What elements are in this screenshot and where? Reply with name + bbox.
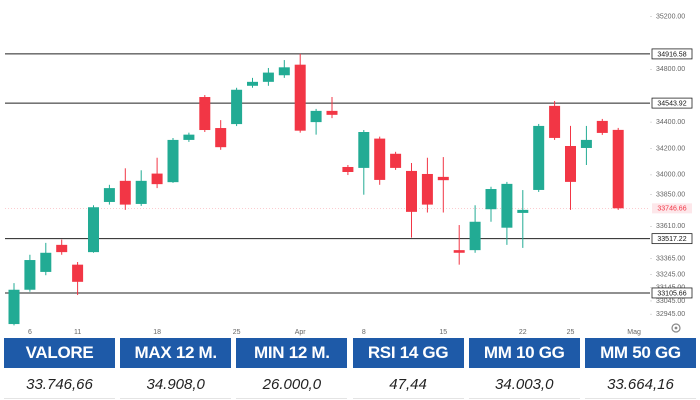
chart: 35200.00 34800.00 34400.00 34200.00 34000.00… — [5, 13, 693, 336]
x-tick-label: 25 — [233, 329, 241, 336]
candle-body — [406, 170, 417, 212]
level-label: 33517.22 — [657, 236, 686, 243]
value-cell: 26.000,0 — [236, 370, 348, 399]
candle-body — [294, 64, 306, 131]
candle-body — [56, 244, 68, 253]
header-cell: RSI 14 GG — [352, 338, 464, 368]
x-tick-label: 18 — [153, 329, 161, 336]
level-label-box — [651, 287, 693, 299]
value-cell: 33.664,16 — [584, 370, 696, 399]
settings-icon[interactable] — [671, 323, 681, 333]
value-cell: 33.746,66 — [4, 370, 115, 399]
header-cell: MM 10 GG — [468, 338, 580, 368]
candle-body — [501, 183, 513, 228]
candle-body — [40, 252, 52, 272]
candle-body — [199, 97, 211, 131]
header-cell: MAX 12 M. — [120, 338, 232, 368]
y-tick-label: 35200.00 — [656, 13, 685, 20]
level-label: 34916.58 — [657, 51, 686, 58]
candle-body — [453, 250, 465, 253]
candle-body — [533, 125, 545, 190]
candle-body — [119, 180, 131, 205]
candle-body — [310, 110, 322, 123]
level-label: 33105.66 — [657, 290, 686, 297]
x-tick-label: 8 — [362, 329, 366, 336]
last-price-label: 33746.66 — [657, 206, 686, 213]
candle-body — [72, 264, 84, 282]
level-label-box — [651, 48, 693, 60]
settings-icon-dot — [674, 326, 678, 330]
candle-body — [342, 166, 354, 172]
candle-body — [231, 89, 243, 125]
value-cell: 34.908,0 — [120, 370, 232, 399]
last-price-box — [652, 203, 692, 214]
x-tick-label: 11 — [74, 329, 81, 336]
level-label-box — [651, 233, 693, 245]
header-cell: MM 50 GG — [584, 338, 696, 368]
header-cell: VALORE — [4, 338, 115, 368]
y-tick-label: 33850.00 — [656, 192, 685, 199]
x-tick-label: Apr — [295, 329, 307, 336]
x-tick-label: 25 — [567, 329, 575, 336]
candle-body — [247, 81, 258, 86]
x-tick-label: 6 — [28, 329, 32, 336]
candle-body — [358, 132, 370, 168]
candle-body — [612, 129, 624, 209]
candle-body — [167, 139, 179, 183]
y-tick-label: 34800.00 — [656, 66, 685, 73]
candle-body — [596, 120, 608, 133]
y-tick-label: 34000.00 — [656, 172, 685, 179]
candle-body — [517, 209, 529, 213]
candle-body — [215, 128, 227, 148]
level-label: 34543.92 — [657, 100, 686, 107]
y-tick-label: 34200.00 — [656, 145, 685, 152]
candle-body — [390, 153, 402, 168]
value-cell: 47,44 — [352, 370, 464, 399]
candle-body — [565, 145, 576, 182]
header-cell: MIN 12 M. — [236, 338, 348, 368]
y-tick-label: 32945.00 — [656, 311, 685, 318]
x-tick-label: 22 — [519, 329, 527, 336]
candle-body — [24, 260, 36, 290]
candle-body — [103, 188, 115, 202]
candle-body — [278, 67, 290, 76]
stats-table: VALORE MAX 12 M. MIN 12 M. RSI 14 GG MM … — [4, 338, 696, 399]
candle-body — [8, 289, 20, 325]
settings-icon-ring — [671, 323, 681, 333]
candle-body — [580, 139, 592, 148]
y-tick-label: 33245.00 — [656, 271, 685, 278]
candle-body — [88, 207, 99, 253]
candle-body — [262, 72, 274, 82]
value-row: 33.746,66 34.908,0 26.000,0 47,44 34.003… — [4, 368, 696, 399]
candle-body — [469, 221, 481, 251]
header-row: VALORE MAX 12 M. MIN 12 M. RSI 14 GG MM … — [4, 338, 696, 368]
x-tick-label: 15 — [439, 329, 447, 336]
candle-body — [437, 176, 449, 181]
candle-body — [183, 134, 195, 140]
candle-body — [549, 105, 561, 138]
value-cell: 34.003,0 — [468, 370, 580, 399]
candle-body — [374, 138, 386, 180]
candle-body — [421, 173, 433, 205]
level-label-box — [651, 97, 693, 109]
x-tick-label: Mag — [627, 329, 641, 336]
candle-body — [135, 180, 147, 204]
y-tick-label: 33045.00 — [656, 298, 685, 305]
candle-body — [485, 189, 497, 210]
candle-body — [151, 173, 163, 185]
y-tick-label: 33365.00 — [656, 256, 685, 263]
y-tick-label: 33610.00 — [656, 223, 685, 230]
candle-body — [326, 110, 338, 115]
y-tick-label: 34400.00 — [656, 119, 685, 126]
